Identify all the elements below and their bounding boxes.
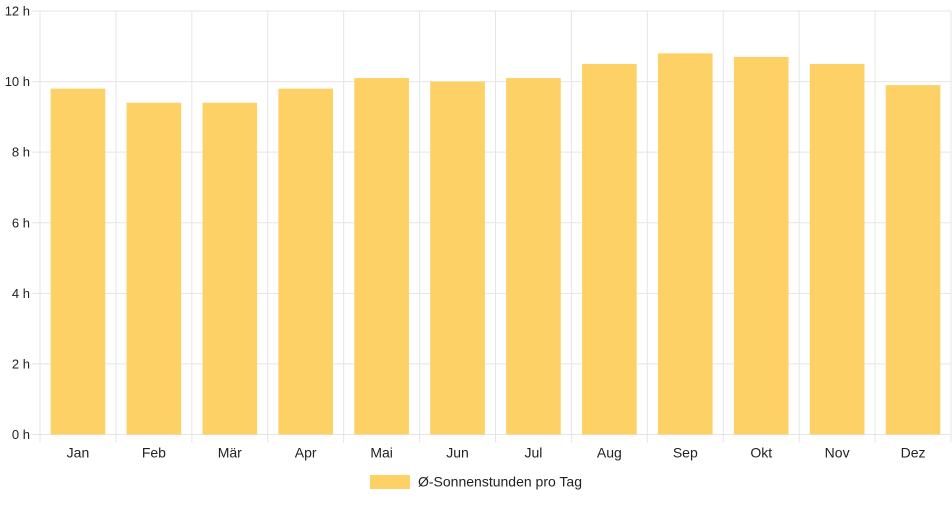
bar-dez[interactable] bbox=[885, 85, 941, 435]
x-tick-label: Feb bbox=[142, 445, 166, 461]
x-tick-label: Jul bbox=[525, 445, 543, 461]
y-tick-label: 12 h bbox=[5, 4, 30, 19]
bar-jun[interactable] bbox=[430, 81, 485, 435]
bar-nov[interactable] bbox=[809, 63, 865, 435]
y-tick-label: 2 h bbox=[12, 356, 30, 371]
y-tick-label: 8 h bbox=[12, 145, 30, 160]
y-axis: 0 h 2 h 4 h 6 h 8 h 10 h 12 h bbox=[5, 4, 30, 443]
bar-sep[interactable] bbox=[657, 53, 713, 435]
y-tick-label: 0 h bbox=[12, 427, 30, 442]
x-tick-label: Sep bbox=[673, 445, 698, 461]
bar-apr[interactable] bbox=[278, 88, 334, 435]
legend-label: Ø-Sonnenstunden pro Tag bbox=[418, 474, 582, 490]
bar-jul[interactable] bbox=[506, 78, 561, 435]
bar-mai[interactable] bbox=[354, 78, 409, 435]
x-tick-label: Okt bbox=[750, 445, 772, 461]
grid-lines bbox=[32, 10, 952, 443]
bar-mär[interactable] bbox=[202, 102, 258, 435]
legend-swatch bbox=[370, 475, 410, 489]
x-tick-label: Apr bbox=[295, 445, 317, 461]
legend[interactable]: Ø-Sonnenstunden pro Tag bbox=[370, 474, 582, 490]
bar-feb[interactable] bbox=[126, 102, 182, 435]
bar-okt[interactable] bbox=[733, 56, 789, 435]
bar-jan[interactable] bbox=[50, 88, 106, 435]
y-tick-label: 6 h bbox=[12, 215, 30, 230]
x-tick-label: Dez bbox=[901, 445, 926, 461]
x-tick-label: Jan bbox=[67, 445, 90, 461]
x-tick-label: Aug bbox=[597, 445, 622, 461]
y-tick-label: 4 h bbox=[12, 286, 30, 301]
bar-series bbox=[50, 53, 941, 435]
y-tick-label: 10 h bbox=[5, 74, 30, 89]
bar-aug[interactable] bbox=[582, 63, 637, 435]
x-tick-label: Mai bbox=[370, 445, 393, 461]
x-tick-label: Nov bbox=[825, 445, 850, 461]
x-tick-label: Mär bbox=[218, 445, 242, 461]
x-axis: Jan Feb Mär Apr Mai Jun Jul Aug Sep Okt Nov Dez bbox=[67, 445, 926, 461]
x-tick-label: Jun bbox=[446, 445, 469, 461]
